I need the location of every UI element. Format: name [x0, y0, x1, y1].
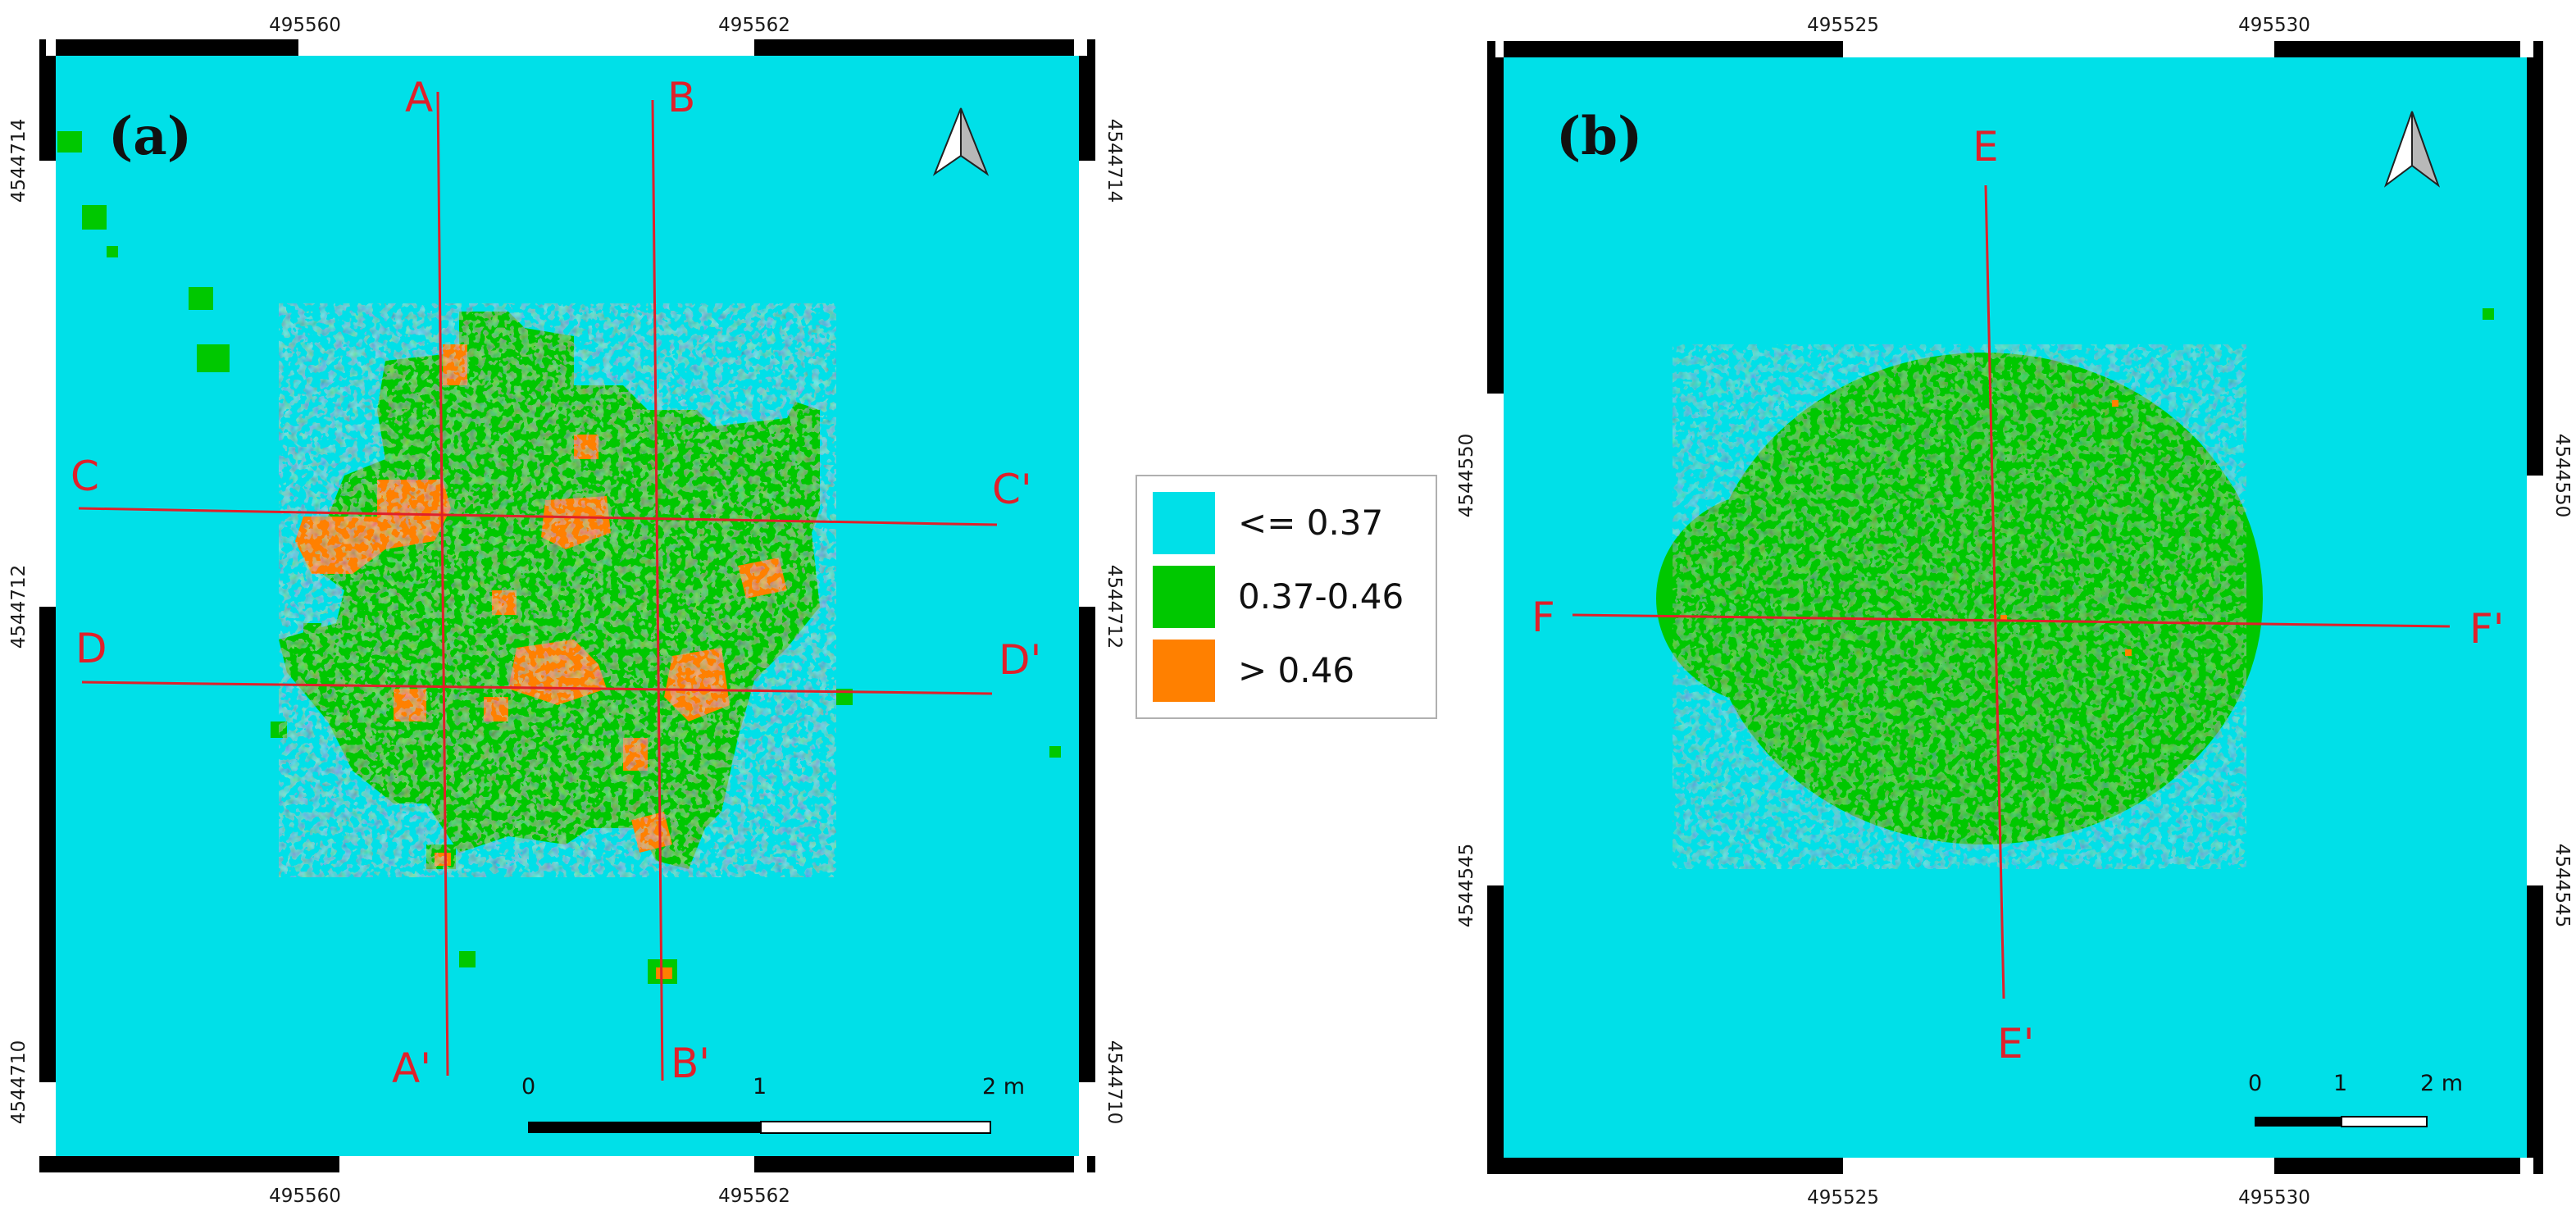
section-label-e-end: E' — [1997, 1020, 2034, 1068]
legend-label-mid: 0.37-0.46 — [1238, 576, 1404, 617]
section-line-f — [1572, 613, 2451, 628]
map-panel-b: E E' F F' (b) 0 1 2 m 495525 495530 4955… — [1456, 15, 2573, 1209]
north-arrow-icon — [932, 107, 990, 176]
x-tick-bottom: 495525 — [1807, 1187, 1879, 1209]
frame-segment — [46, 39, 56, 56]
high-class-area — [2112, 400, 2119, 407]
vegetation-patch-b — [1656, 308, 2494, 869]
frame-segment — [1074, 39, 1087, 56]
section-label-e-start: E — [1973, 123, 1999, 171]
section-label-d-start: D — [75, 625, 107, 672]
section-label-f-end: F' — [2469, 605, 2505, 653]
high-class-area — [2125, 649, 2132, 656]
texture-overlay — [1673, 344, 2246, 869]
x-tick-top: 495525 — [1807, 15, 1879, 36]
legend-swatch-high — [1153, 640, 1215, 702]
section-label-c-start: C — [71, 453, 99, 500]
section-line-b — [651, 99, 664, 1081]
y-tick-left: 4544712 — [8, 565, 30, 649]
x-tick-top: 495562 — [718, 15, 790, 36]
mid-class-area — [2483, 308, 2494, 320]
y-tick-right: 4544545 — [2551, 844, 2573, 927]
legend: <= 0.37 0.37-0.46 > 0.46 — [1136, 475, 1437, 719]
section-label-c-end: C' — [992, 466, 1032, 513]
scale-label-mid: 1 — [753, 1074, 767, 1099]
frame-segment — [1495, 41, 1504, 57]
frame-segment — [298, 39, 754, 56]
section-label-f-start: F — [1531, 594, 1555, 641]
high-class-area — [2000, 615, 2007, 621]
vegetation-patch-a — [57, 131, 1061, 984]
x-tick-bottom: 495530 — [2238, 1187, 2310, 1209]
scale-bar-b — [2255, 1116, 2428, 1127]
texture-overlay — [279, 303, 836, 877]
section-label-a-end: A' — [392, 1045, 431, 1092]
x-tick-top: 495530 — [2238, 15, 2310, 36]
legend-label-low: <= 0.37 — [1238, 503, 1383, 543]
frame-segment — [1843, 1158, 2274, 1174]
frame-segment — [2527, 476, 2543, 885]
panel-tag-b: (b) — [1556, 106, 1642, 167]
section-label-d-end: D' — [999, 636, 1041, 684]
frame-segment — [1079, 1082, 1095, 1156]
section-lines-b — [1572, 184, 2451, 999]
y-tick-right: 4544710 — [1104, 1040, 1125, 1124]
section-label-b-end: B' — [671, 1040, 710, 1087]
scale-label-end: 2 m — [2420, 1071, 2463, 1096]
section-line-e — [1984, 184, 2005, 999]
north-arrow-icon — [2383, 111, 2441, 188]
x-tick-bottom: 495562 — [718, 1186, 790, 1207]
panel-tag-a: (a) — [108, 106, 192, 167]
legend-swatch-mid — [1153, 566, 1215, 628]
section-label-b-start: B — [667, 74, 695, 121]
scale-label-end: 2 m — [982, 1074, 1025, 1099]
x-tick-bottom: 495560 — [269, 1186, 341, 1207]
y-tick-right: 4544550 — [2551, 434, 2573, 517]
x-tick-top: 495560 — [269, 15, 341, 36]
y-tick-right: 4544714 — [1104, 119, 1125, 203]
frame-segment — [2520, 41, 2533, 57]
y-tick-left: 4544545 — [1456, 844, 1477, 927]
frame-segment — [1079, 161, 1095, 607]
section-lines-a — [78, 91, 998, 1081]
frame-segment — [39, 1082, 56, 1156]
section-line-a — [436, 91, 449, 1077]
section-line-d — [81, 681, 993, 695]
y-tick-left: 4544550 — [1456, 434, 1477, 517]
y-tick-left: 4544714 — [8, 119, 30, 203]
frame-segment — [339, 1156, 754, 1172]
frame-segment — [39, 161, 56, 607]
scale-label-zero: 0 — [521, 1074, 535, 1099]
frame-segment — [1074, 1156, 1087, 1172]
frame-segment — [2520, 1158, 2533, 1174]
frame-segment — [1487, 394, 1504, 885]
scale-label-mid: 1 — [2333, 1071, 2347, 1096]
scale-bar-a — [528, 1121, 991, 1134]
section-label-a-start: A — [405, 74, 433, 121]
legend-label-high: > 0.46 — [1238, 650, 1354, 690]
y-tick-right: 4544712 — [1104, 565, 1125, 649]
y-tick-left: 4544710 — [8, 1040, 30, 1124]
frame-segment — [1843, 41, 2274, 57]
map-panel-a: A A' B B' C C' D D' (a) 0 1 2 m 495560 4… — [8, 15, 1125, 1207]
legend-swatch-low — [1153, 492, 1215, 554]
section-line-c — [78, 507, 998, 526]
scale-label-zero: 0 — [2248, 1071, 2262, 1096]
